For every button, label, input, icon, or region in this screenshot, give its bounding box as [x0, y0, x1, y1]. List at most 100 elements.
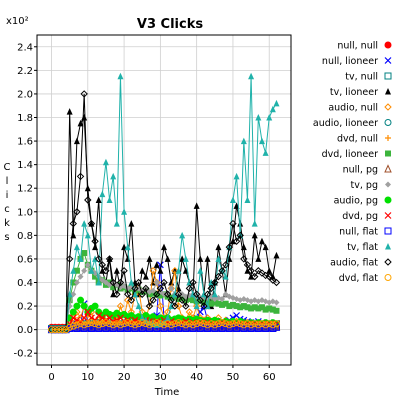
data-point — [171, 267, 179, 275]
data-point — [244, 196, 251, 203]
data-point — [193, 202, 200, 209]
data-point — [139, 267, 146, 274]
data-point — [110, 172, 117, 180]
data-point — [167, 324, 175, 332]
legend-label: tv, lioneer — [330, 87, 378, 98]
data-point — [156, 320, 164, 328]
data-point — [73, 279, 80, 286]
data-point — [124, 316, 132, 324]
legend-marker — [385, 135, 391, 141]
data-point — [116, 278, 125, 287]
data-point — [70, 279, 77, 286]
data-point — [219, 301, 226, 308]
legend-marker — [385, 243, 391, 250]
data-point — [58, 326, 66, 334]
data-point — [211, 299, 218, 306]
legend-marker — [385, 88, 391, 95]
data-point — [208, 300, 215, 307]
data-point — [240, 137, 247, 145]
data-point — [175, 296, 182, 302]
data-point — [84, 196, 92, 204]
data-point — [222, 320, 230, 328]
data-point — [218, 319, 226, 327]
data-point — [168, 285, 175, 292]
data-point — [215, 255, 222, 262]
data-point — [149, 320, 157, 328]
series-15 — [48, 319, 280, 334]
data-point — [211, 278, 219, 287]
y-axis-label: Clicks — [4, 162, 11, 243]
legend: null, null null, lioneer tv, null tv, lione… — [313, 41, 392, 284]
data-point — [84, 308, 92, 316]
legend-marker — [384, 258, 392, 266]
data-point — [251, 297, 258, 304]
y-axis-label-letter: k — [4, 218, 10, 229]
data-point — [247, 267, 255, 275]
legend-label: audio, null — [328, 103, 378, 114]
data-point — [80, 302, 88, 310]
data-point — [204, 298, 211, 305]
y-tick-label: 1.6 — [17, 137, 33, 148]
data-point — [65, 255, 74, 263]
data-point — [236, 320, 244, 328]
data-point — [127, 296, 136, 304]
data-point — [73, 324, 81, 332]
data-point — [113, 220, 120, 227]
data-point — [182, 255, 189, 262]
data-point — [269, 105, 276, 113]
data-point — [91, 302, 99, 310]
y-tick-label: 0.8 — [17, 231, 33, 242]
data-point — [91, 323, 99, 331]
data-point — [215, 300, 222, 307]
data-point — [48, 326, 56, 334]
legend-label: dvd, null — [337, 134, 378, 145]
data-point — [207, 284, 215, 293]
data-point — [272, 278, 281, 287]
data-point — [95, 312, 103, 319]
data-point — [80, 314, 88, 322]
data-point — [247, 321, 255, 329]
data-point — [153, 319, 161, 327]
data-point — [262, 306, 269, 313]
data-point — [182, 317, 190, 325]
data-point — [193, 323, 201, 331]
data-point — [109, 324, 117, 332]
data-point — [258, 137, 265, 145]
data-point — [164, 320, 172, 328]
data-point — [73, 208, 81, 216]
data-point — [174, 290, 183, 298]
data-point — [77, 320, 85, 328]
data-point — [214, 323, 222, 331]
data-point — [214, 272, 223, 281]
data-point — [175, 319, 183, 327]
data-point — [69, 322, 77, 330]
data-point — [258, 323, 266, 331]
series-line — [51, 326, 277, 331]
data-point — [254, 321, 262, 329]
data-point — [124, 319, 132, 327]
data-point — [232, 237, 241, 245]
data-point — [240, 324, 248, 332]
data-point — [193, 320, 201, 328]
data-point — [131, 324, 139, 332]
data-point — [222, 323, 230, 331]
data-point — [207, 320, 215, 328]
data-point — [197, 267, 204, 274]
y-tick-label: 2.4 — [17, 42, 33, 53]
x-tick-label: 50 — [227, 372, 240, 383]
data-point — [251, 320, 259, 328]
legend-label: audio, flat — [330, 258, 378, 269]
data-point — [77, 296, 85, 304]
data-point — [261, 271, 270, 280]
legend-label: null, flat — [339, 227, 378, 238]
legend-label: tv, flat — [347, 242, 378, 253]
data-point — [255, 305, 262, 312]
legend-marker — [384, 196, 392, 204]
y-axis-label-letter: i — [6, 190, 9, 201]
data-point — [251, 272, 259, 281]
data-point — [226, 303, 233, 310]
data-point — [269, 306, 276, 313]
y-tick-label: 0.0 — [17, 325, 33, 336]
